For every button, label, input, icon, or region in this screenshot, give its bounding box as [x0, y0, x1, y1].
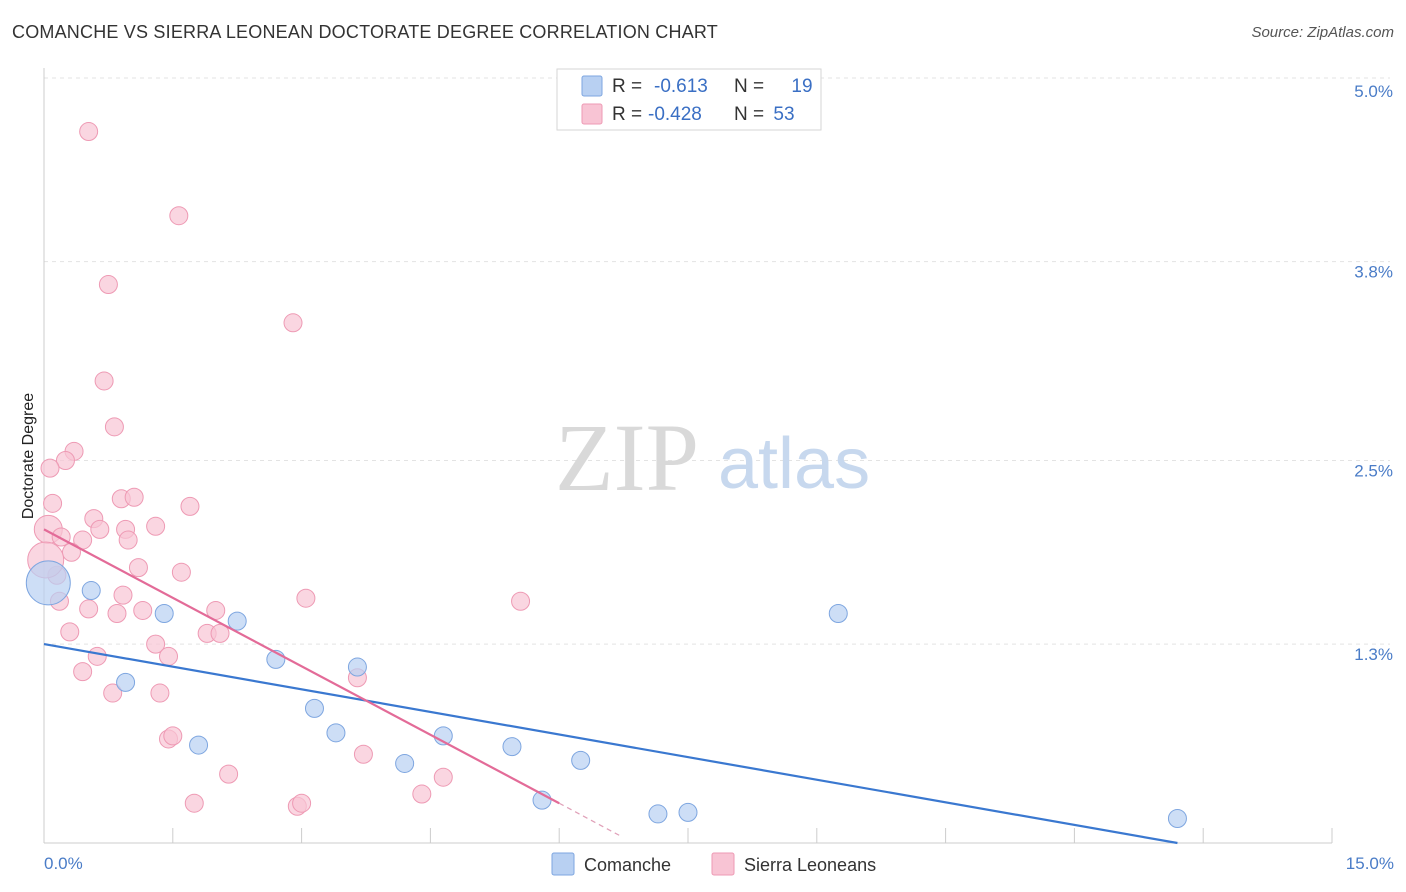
sierra-point-38 — [511, 591, 531, 611]
sierra-point-17 — [146, 516, 166, 536]
bottom-legend-label-comanche: Comanche — [584, 855, 671, 875]
sierra-point-26 — [296, 588, 316, 608]
sierra-point-10 — [51, 527, 71, 547]
comanche-point-16 — [648, 804, 668, 824]
sierra-point-34 — [210, 623, 230, 643]
legend-r-label-2: R = — [612, 104, 642, 125]
sierra-point-3 — [283, 313, 303, 333]
sierra-point-35 — [146, 634, 166, 654]
sierra-point-14 — [124, 487, 144, 507]
y-tick-label-0: 1.3% — [1354, 645, 1393, 664]
legend-r-label-1: R = — [612, 76, 642, 97]
sierra-point-2 — [98, 275, 118, 295]
sierra-point-42 — [150, 683, 170, 703]
legend-r-value-comanche: -0.613 — [654, 76, 708, 97]
sierra-point-5 — [104, 417, 124, 437]
comanche-point-4 — [116, 672, 136, 692]
comanche-trendline — [43, 643, 1178, 845]
sierra-trendline — [43, 528, 560, 805]
legend-r-value-sierra: -0.428 — [648, 104, 702, 125]
comanche-point-12 — [395, 753, 415, 773]
x-ticks — [172, 828, 1333, 843]
watermark-atlas: atlas — [718, 424, 870, 504]
bottom-legend-swatch-comanche — [551, 852, 575, 876]
sierra-point-0 — [79, 122, 99, 142]
sierra-point-4 — [94, 371, 114, 391]
sierra-point-18 — [180, 496, 200, 516]
watermark: ZIP atlas — [555, 404, 870, 511]
trend-layer — [43, 528, 1178, 845]
sierra-point-44 — [163, 726, 183, 746]
legend-n-label-2: N = — [734, 104, 764, 125]
comanche-point-3 — [227, 611, 247, 631]
sierra-point-28 — [79, 599, 99, 619]
sierra-point-8 — [43, 493, 63, 513]
sierra-point-47 — [433, 767, 453, 787]
sierra-point-41 — [103, 683, 123, 703]
stats-legend: R = -0.613 N = 19 R = -0.428 N = 53 — [556, 68, 822, 131]
y-tick-label-3: 5.0% — [1354, 82, 1393, 101]
legend-swatch-comanche — [581, 75, 603, 97]
comanche-point-14 — [828, 604, 848, 623]
sierra-point-46 — [219, 764, 239, 784]
sierra-point-52 — [40, 458, 60, 478]
comanche-point-11 — [502, 737, 522, 757]
y-tick-label-2: 3.8% — [1354, 263, 1393, 282]
comanche-point-0 — [25, 560, 71, 606]
comanche-point-1 — [81, 581, 101, 601]
sierra-point-51 — [292, 793, 312, 813]
sierra-point-37 — [87, 646, 107, 666]
legend-swatch-sierra — [581, 103, 603, 125]
sierra-point-29 — [107, 604, 127, 623]
sierra-point-20 — [61, 542, 81, 562]
sierra-trendline-extension — [558, 802, 620, 836]
sierra-point-25 — [113, 585, 133, 605]
comanche-point-7 — [304, 698, 324, 718]
legend-n-value-comanche: 19 — [791, 76, 812, 97]
sierra-point-48 — [412, 784, 432, 804]
sierra-point-24 — [171, 562, 191, 582]
sierra-point-12 — [90, 519, 110, 539]
legend-n-value-sierra: 53 — [773, 104, 794, 125]
y-tick-labels: 1.3% 2.5% 3.8% 5.0% — [1354, 82, 1393, 664]
comanche-point-10 — [189, 735, 209, 755]
series-legend: Comanche Sierra Leoneans — [551, 852, 876, 876]
comanche-point-8 — [326, 723, 346, 743]
watermark-zip: ZIP — [555, 404, 699, 511]
x-tick-labels: 0.0% 15.0% — [44, 854, 1394, 873]
bottom-legend-swatch-sierra — [711, 852, 735, 876]
sierra-point-32 — [60, 622, 80, 642]
sierra-point-36 — [159, 646, 179, 666]
comanche-point-17 — [678, 802, 698, 822]
source-credit: Source: ZipAtlas.com — [1251, 24, 1394, 41]
sierra-point-16 — [118, 530, 138, 550]
sierra-point-45 — [353, 744, 373, 764]
comanche-point-18 — [1167, 809, 1187, 829]
comanche-point-6 — [347, 657, 367, 677]
sierra-point-23 — [128, 558, 148, 578]
sierra-point-49 — [184, 793, 204, 813]
sierra-point-39 — [73, 662, 93, 682]
comanche-point-13 — [571, 750, 591, 770]
bottom-legend-label-sierra: Sierra Leoneans — [744, 855, 876, 875]
sierra-point-7 — [55, 451, 75, 470]
chart-title: COMANCHE VS SIERRA LEONEAN DOCTORATE DEG… — [12, 22, 718, 42]
x-tick-label-0: 0.0% — [44, 854, 83, 873]
legend-n-label-1: N = — [734, 76, 764, 97]
x-tick-label-1: 15.0% — [1346, 854, 1394, 873]
comanche-point-2 — [154, 604, 174, 623]
y-tick-label-1: 2.5% — [1354, 462, 1393, 481]
sierra-point-1 — [169, 206, 189, 226]
y-axis-title: Doctorate Degree — [20, 393, 37, 519]
grid-lines — [44, 77, 1390, 645]
sierra-point-30 — [133, 600, 153, 620]
